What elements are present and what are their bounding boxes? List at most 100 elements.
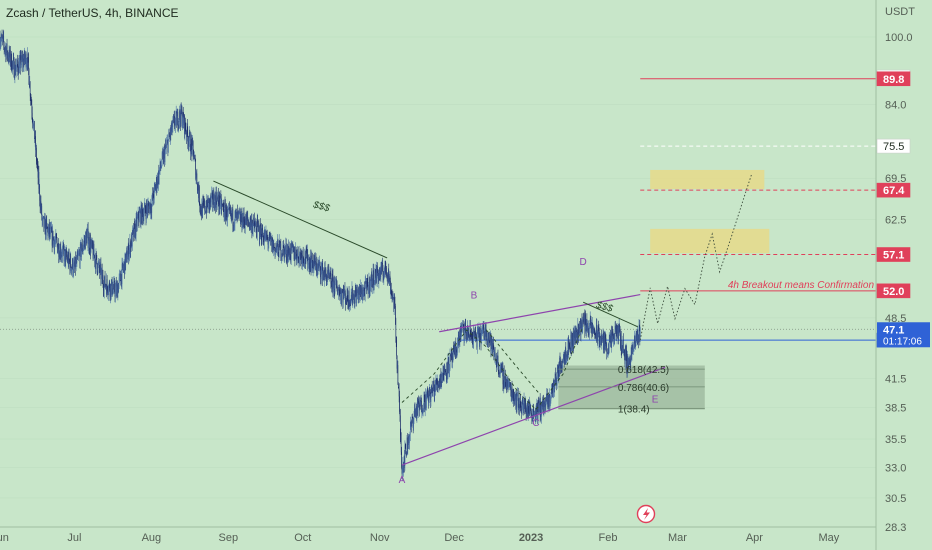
price-axis[interactable]: 100.084.069.562.548.541.538.535.533.030.… — [885, 32, 913, 534]
candle-body — [520, 395, 521, 406]
y-tick-label: 41.5 — [885, 373, 906, 385]
candle-body — [139, 210, 141, 213]
candle-body — [281, 253, 283, 256]
candle-body — [20, 55, 21, 69]
price-tag-52-0: 52.0 — [883, 286, 904, 298]
candle-body — [405, 445, 406, 448]
candle-body — [312, 261, 314, 271]
candle-body — [619, 326, 621, 336]
candle-body — [349, 301, 351, 307]
candle-body — [333, 279, 335, 292]
wave-label-a: A — [399, 475, 406, 486]
candle-body — [333, 279, 335, 283]
candle-body — [130, 243, 131, 255]
candle-body — [75, 260, 77, 270]
candle-body — [555, 377, 557, 381]
candle-body — [147, 203, 149, 205]
candle-body — [457, 334, 459, 342]
candle-body — [197, 183, 199, 190]
time-axis[interactable]: JunJulAugSepOctNovDec2023FebMarAprMay — [0, 532, 840, 544]
candle-body — [287, 249, 289, 256]
candle-body — [570, 335, 572, 353]
candle-body — [381, 263, 383, 264]
candle-body — [0, 42, 2, 44]
candle-body — [601, 338, 603, 339]
candle-body — [366, 283, 367, 289]
candle-body — [12, 61, 13, 72]
candle-body — [363, 287, 365, 291]
candle-body — [548, 395, 549, 407]
candle-body — [628, 363, 629, 365]
candle-body — [412, 416, 413, 418]
x-tick-label: Mar — [668, 532, 687, 544]
candle-body — [492, 343, 494, 350]
candle-body — [90, 244, 92, 253]
candle-body — [568, 342, 569, 352]
candle-body — [91, 240, 92, 245]
candle-body — [543, 403, 545, 413]
candle-body — [494, 352, 495, 354]
candle-body — [354, 289, 356, 295]
candle-body — [437, 380, 438, 386]
chart-title[interactable]: Zcash / TetherUS, 4h, BINANCE — [6, 6, 179, 20]
y-tick-label: 28.3 — [885, 522, 906, 534]
candle-body — [591, 323, 593, 333]
candle-body — [45, 221, 47, 236]
candle-body — [563, 355, 565, 356]
candle-body — [540, 402, 541, 416]
candle-body — [487, 338, 488, 341]
candle-body — [405, 447, 407, 452]
candle-body — [245, 214, 247, 225]
candle-body — [134, 224, 135, 225]
candle-body — [302, 259, 303, 265]
candle-body — [604, 336, 605, 350]
candle-body — [89, 239, 91, 252]
candle-body — [24, 51, 25, 61]
candle-body — [7, 52, 9, 59]
candle-body — [119, 274, 120, 278]
candle-body — [549, 394, 550, 407]
candle-body — [34, 121, 35, 139]
candle-body — [350, 294, 352, 301]
candle-body — [562, 360, 564, 363]
candle-body — [305, 248, 307, 263]
candle-body — [93, 244, 94, 259]
lightning-icon[interactable] — [636, 504, 656, 524]
candle-body — [108, 292, 109, 295]
candle-body — [54, 241, 56, 243]
candle-body — [44, 217, 46, 235]
candle-body — [491, 343, 493, 349]
x-tick-label: Feb — [599, 532, 618, 544]
candle-body — [244, 224, 246, 229]
candle-body — [29, 82, 31, 97]
candle-body — [297, 246, 299, 258]
candle-body — [473, 330, 475, 337]
candle-body — [144, 207, 145, 214]
candle-body — [198, 186, 200, 199]
candle-body — [616, 325, 618, 340]
candle-body — [507, 379, 509, 390]
candle-body — [284, 247, 286, 252]
candle-body — [536, 404, 538, 406]
candle-body — [577, 324, 579, 341]
candle-body — [132, 228, 134, 231]
candle-body — [141, 204, 143, 211]
candle-body — [608, 347, 610, 349]
candle-body — [82, 247, 84, 251]
candle-body — [0, 38, 2, 43]
candle-body — [582, 319, 584, 329]
candle-body — [149, 202, 151, 206]
candle-body — [528, 412, 530, 414]
price-tag-bg-52-0 — [876, 283, 911, 299]
candle-body — [406, 437, 408, 455]
candle-body — [404, 455, 405, 466]
candle-body — [533, 408, 534, 416]
candle-body — [84, 238, 86, 249]
candle-body — [51, 228, 53, 246]
candle-body — [445, 373, 447, 378]
chart-drawings — [213, 173, 753, 466]
candle-body — [38, 185, 40, 189]
candle-body — [254, 224, 256, 229]
candle-body — [622, 340, 624, 352]
